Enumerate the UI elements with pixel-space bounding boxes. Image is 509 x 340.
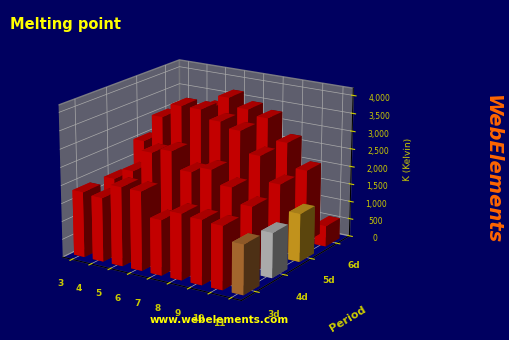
- Text: www.webelements.com: www.webelements.com: [149, 315, 289, 325]
- Text: Melting point: Melting point: [10, 17, 121, 32]
- Y-axis label: Period: Period: [327, 304, 367, 334]
- Text: WebElements: WebElements: [483, 96, 501, 244]
